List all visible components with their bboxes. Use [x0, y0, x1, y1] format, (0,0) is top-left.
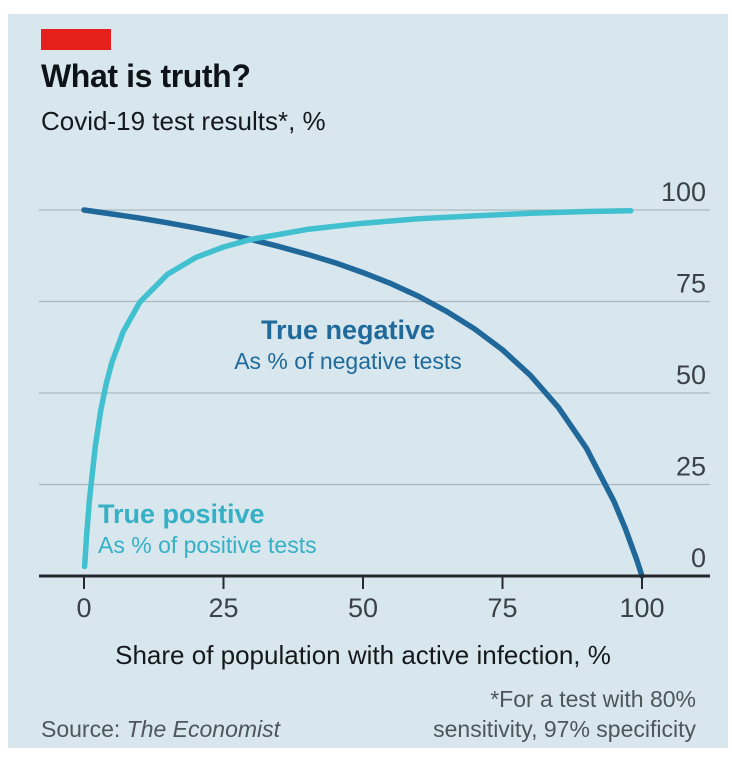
- source-name: The Economist: [126, 716, 281, 742]
- curve-true-negative: [81, 207, 645, 579]
- footnote-line-2: sensitivity, 97% specificity: [433, 716, 696, 742]
- chart-subtitle: Covid-19 test results*, %: [41, 106, 326, 136]
- x-tick-label-75: 75: [487, 593, 517, 623]
- source-prefix: Source:: [41, 716, 121, 742]
- series-label-true-positive: True positive As % of positive tests: [98, 498, 418, 560]
- y-tick-label-0: 0: [691, 543, 706, 573]
- x-tick-label-0: 0: [76, 593, 91, 623]
- y-tick-label-75: 75: [676, 269, 706, 299]
- curve-true-positive: [81, 207, 634, 570]
- y-tick-label-50: 50: [676, 360, 706, 390]
- x-tick-label-50: 50: [348, 593, 378, 623]
- series-sublabel-true-negative: As % of negative tests: [234, 348, 462, 375]
- series-name-true-negative: True negative: [260, 315, 436, 345]
- chart-card: What is truth? Covid-19 test results*, %…: [8, 14, 728, 748]
- source-line: Source: The Economist: [41, 716, 280, 743]
- y-tick-label-100: 100: [661, 177, 706, 207]
- footnote: *For a test with 80% sensitivity, 97% sp…: [433, 684, 696, 744]
- chart-title: What is truth?: [41, 58, 251, 94]
- series-name-true-positive: True positive: [98, 499, 265, 529]
- series-sublabel-true-positive: As % of positive tests: [98, 532, 317, 559]
- x-tick-label-100: 100: [619, 593, 664, 623]
- y-tick-label-25: 25: [676, 452, 706, 482]
- footnote-line-1: *For a test with 80%: [490, 686, 696, 712]
- series-label-true-negative: True negative As % of negative tests: [163, 314, 533, 376]
- chart-plot-area: 0 25 50 75 100 0 25 50 75 100: [39, 177, 710, 623]
- x-axis-title: Share of population with active infectio…: [115, 640, 611, 670]
- x-tick-label-25: 25: [208, 593, 238, 623]
- economist-red-tab-icon: [41, 29, 111, 50]
